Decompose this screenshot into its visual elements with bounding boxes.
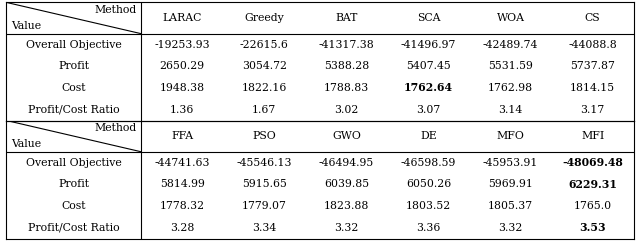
Text: 1823.88: 1823.88 (324, 201, 369, 211)
Text: -46494.95: -46494.95 (319, 158, 374, 168)
Text: 3.32: 3.32 (334, 223, 358, 233)
Text: Profit: Profit (58, 61, 90, 71)
Text: 5915.65: 5915.65 (242, 179, 287, 189)
Text: -45953.91: -45953.91 (483, 158, 538, 168)
Text: 1814.15: 1814.15 (570, 83, 615, 93)
Text: -48069.48: -48069.48 (562, 157, 623, 168)
Text: Overall Objective: Overall Objective (26, 40, 122, 50)
Text: GWO: GWO (332, 131, 361, 141)
Text: 6229.31: 6229.31 (568, 179, 617, 190)
Text: -19253.93: -19253.93 (154, 40, 210, 50)
Text: 1.36: 1.36 (170, 105, 195, 115)
Text: 1779.07: 1779.07 (242, 201, 287, 211)
Text: 1805.37: 1805.37 (488, 201, 533, 211)
Text: -22615.6: -22615.6 (240, 40, 289, 50)
Text: 5407.45: 5407.45 (406, 61, 451, 71)
Text: 1788.83: 1788.83 (324, 83, 369, 93)
Text: -41496.97: -41496.97 (401, 40, 456, 50)
Text: 3.28: 3.28 (170, 223, 195, 233)
Text: DE: DE (420, 131, 437, 141)
Text: 3.07: 3.07 (417, 105, 440, 115)
Text: 1765.0: 1765.0 (573, 201, 612, 211)
Text: 3.53: 3.53 (579, 222, 606, 233)
Text: -46598.59: -46598.59 (401, 158, 456, 168)
Text: 5388.28: 5388.28 (324, 61, 369, 71)
Text: Method: Method (94, 5, 136, 15)
Text: -45546.13: -45546.13 (237, 158, 292, 168)
Text: 3.34: 3.34 (252, 223, 276, 233)
Text: -44741.63: -44741.63 (154, 158, 210, 168)
Text: Greedy: Greedy (244, 13, 284, 23)
Text: Cost: Cost (61, 201, 86, 211)
Text: MFO: MFO (497, 131, 524, 141)
Text: Profit: Profit (58, 179, 90, 189)
Text: 5814.99: 5814.99 (160, 179, 205, 189)
Text: Method: Method (94, 123, 136, 134)
Text: PSO: PSO (252, 131, 276, 141)
Text: 3.17: 3.17 (580, 105, 605, 115)
Text: MFI: MFI (581, 131, 604, 141)
Text: 1778.32: 1778.32 (160, 201, 205, 211)
Text: -44088.8: -44088.8 (568, 40, 617, 50)
Text: CS: CS (585, 13, 600, 23)
Text: Value: Value (12, 21, 42, 31)
Text: -42489.74: -42489.74 (483, 40, 538, 50)
Text: Cost: Cost (61, 83, 86, 93)
Text: FFA: FFA (172, 131, 193, 141)
Text: Value: Value (12, 139, 42, 149)
Text: 5737.87: 5737.87 (570, 61, 615, 71)
Text: 1803.52: 1803.52 (406, 201, 451, 211)
Text: SCA: SCA (417, 13, 440, 23)
Text: -41317.38: -41317.38 (319, 40, 374, 50)
Text: 1762.98: 1762.98 (488, 83, 533, 93)
Text: 6039.85: 6039.85 (324, 179, 369, 189)
Text: 5531.59: 5531.59 (488, 61, 533, 71)
Text: 1.67: 1.67 (252, 105, 276, 115)
Text: 3.02: 3.02 (334, 105, 358, 115)
Text: BAT: BAT (335, 13, 358, 23)
Text: 1948.38: 1948.38 (160, 83, 205, 93)
Text: Overall Objective: Overall Objective (26, 158, 122, 168)
Text: 1762.64: 1762.64 (404, 82, 453, 94)
Text: 3.36: 3.36 (416, 223, 441, 233)
Text: 2650.29: 2650.29 (160, 61, 205, 71)
Text: 3054.72: 3054.72 (242, 61, 287, 71)
Text: Profit/Cost Ratio: Profit/Cost Ratio (28, 105, 120, 115)
Text: 3.32: 3.32 (499, 223, 523, 233)
Text: 6050.26: 6050.26 (406, 179, 451, 189)
Text: LARAC: LARAC (163, 13, 202, 23)
Text: WOA: WOA (497, 13, 525, 23)
Text: 1822.16: 1822.16 (242, 83, 287, 93)
Text: Profit/Cost Ratio: Profit/Cost Ratio (28, 223, 120, 233)
Text: 3.14: 3.14 (499, 105, 523, 115)
Text: 5969.91: 5969.91 (488, 179, 533, 189)
